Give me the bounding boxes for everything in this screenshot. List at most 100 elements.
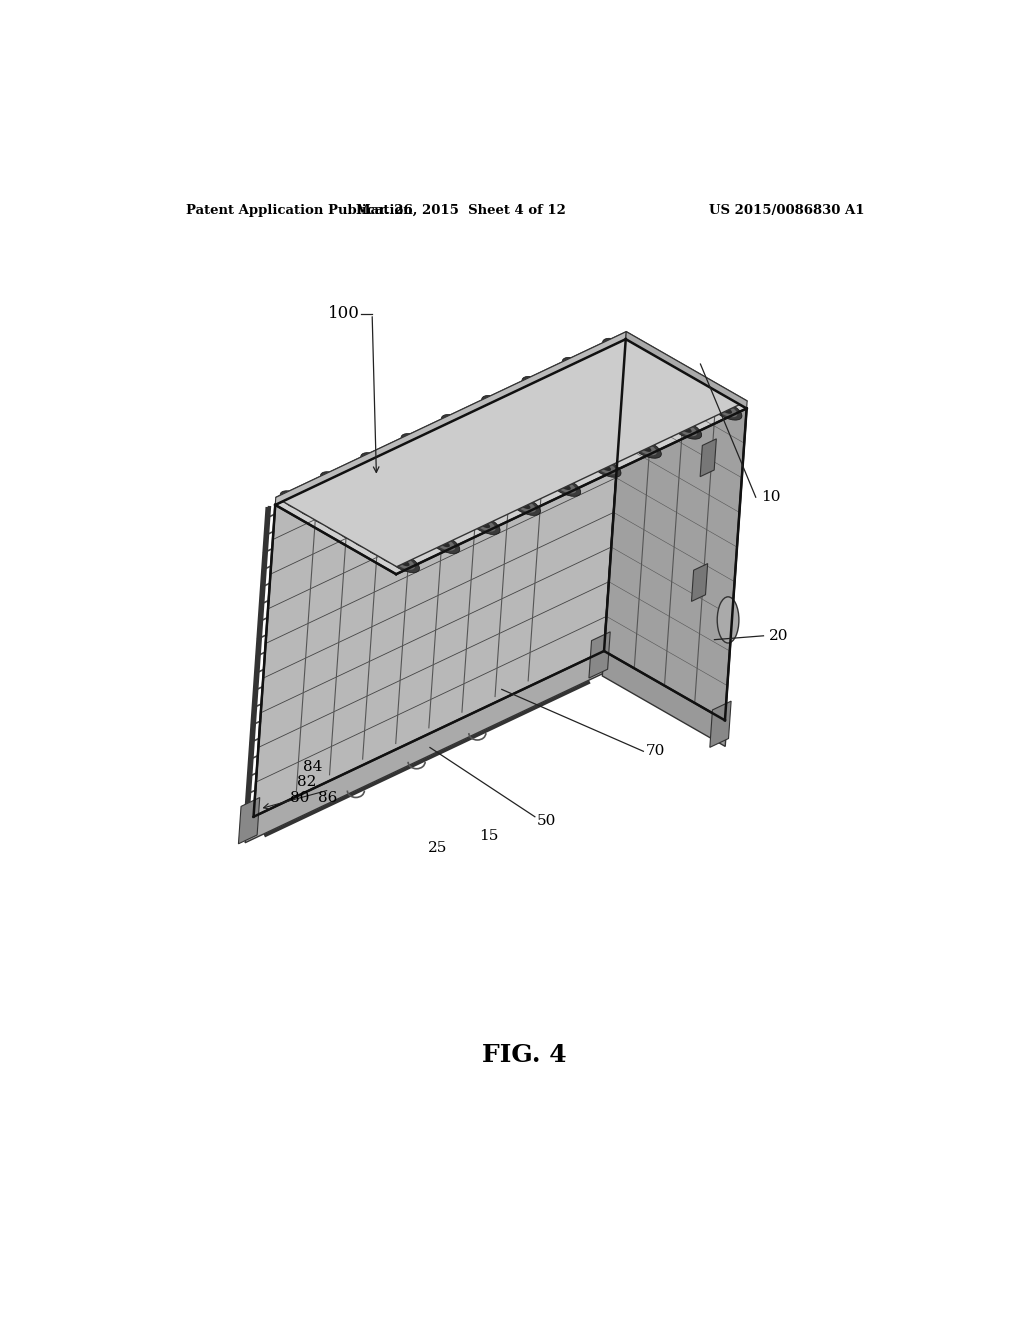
Text: US 2015/0086830 A1: US 2015/0086830 A1 — [709, 205, 864, 218]
Ellipse shape — [590, 374, 621, 392]
Ellipse shape — [321, 471, 351, 491]
Ellipse shape — [438, 498, 450, 504]
Text: 50: 50 — [537, 813, 556, 828]
Ellipse shape — [371, 502, 382, 508]
Ellipse shape — [573, 449, 584, 455]
Ellipse shape — [541, 473, 562, 486]
Ellipse shape — [339, 482, 360, 496]
Ellipse shape — [590, 416, 621, 434]
Ellipse shape — [335, 521, 366, 541]
Ellipse shape — [479, 521, 490, 528]
Ellipse shape — [653, 411, 665, 417]
Ellipse shape — [415, 484, 445, 503]
Ellipse shape — [347, 487, 378, 507]
Ellipse shape — [622, 434, 643, 447]
Ellipse shape — [595, 418, 616, 432]
Polygon shape — [239, 797, 260, 843]
Ellipse shape — [416, 527, 446, 545]
Ellipse shape — [721, 407, 732, 413]
Ellipse shape — [465, 429, 475, 436]
Ellipse shape — [304, 504, 314, 512]
Ellipse shape — [393, 513, 415, 527]
Ellipse shape — [425, 447, 435, 454]
Ellipse shape — [602, 338, 633, 358]
Ellipse shape — [608, 426, 630, 440]
Ellipse shape — [469, 430, 499, 450]
Ellipse shape — [412, 525, 423, 532]
Ellipse shape — [523, 461, 554, 480]
Ellipse shape — [470, 515, 500, 535]
Ellipse shape — [559, 441, 570, 447]
Ellipse shape — [716, 404, 737, 417]
Ellipse shape — [587, 414, 597, 421]
Ellipse shape — [366, 498, 387, 512]
Ellipse shape — [668, 418, 678, 425]
Ellipse shape — [563, 442, 594, 462]
Ellipse shape — [681, 384, 691, 391]
Polygon shape — [602, 651, 727, 746]
Polygon shape — [352, 381, 686, 540]
Ellipse shape — [479, 479, 489, 486]
Ellipse shape — [563, 400, 593, 420]
Ellipse shape — [641, 445, 651, 451]
Ellipse shape — [465, 471, 476, 478]
Ellipse shape — [635, 399, 656, 413]
Ellipse shape — [617, 430, 648, 450]
Ellipse shape — [532, 467, 544, 474]
Ellipse shape — [401, 433, 431, 453]
Ellipse shape — [428, 449, 459, 469]
Ellipse shape — [453, 506, 463, 512]
Ellipse shape — [616, 388, 647, 408]
Polygon shape — [589, 632, 610, 678]
Ellipse shape — [671, 378, 701, 397]
Ellipse shape — [348, 529, 379, 549]
Ellipse shape — [425, 490, 436, 496]
Ellipse shape — [526, 379, 548, 393]
Ellipse shape — [514, 457, 536, 470]
Ellipse shape — [385, 552, 396, 558]
Ellipse shape — [298, 502, 319, 515]
Ellipse shape — [433, 495, 455, 508]
Ellipse shape — [532, 425, 543, 432]
Ellipse shape — [671, 420, 701, 440]
Ellipse shape — [657, 370, 687, 389]
Polygon shape — [626, 331, 748, 408]
Ellipse shape — [339, 525, 360, 539]
Ellipse shape — [433, 451, 455, 466]
Ellipse shape — [388, 469, 419, 487]
Ellipse shape — [572, 407, 584, 413]
Ellipse shape — [334, 479, 365, 499]
Ellipse shape — [712, 401, 742, 420]
Ellipse shape — [684, 385, 715, 404]
Ellipse shape — [522, 418, 553, 438]
Text: 10: 10 — [762, 490, 781, 504]
Ellipse shape — [506, 451, 516, 459]
Ellipse shape — [541, 429, 562, 444]
Ellipse shape — [562, 358, 593, 376]
Ellipse shape — [372, 544, 382, 550]
Ellipse shape — [367, 540, 388, 554]
Ellipse shape — [406, 437, 427, 450]
Ellipse shape — [627, 437, 638, 444]
Ellipse shape — [412, 482, 422, 490]
Ellipse shape — [493, 445, 503, 451]
Ellipse shape — [510, 496, 541, 515]
Ellipse shape — [452, 421, 462, 428]
Ellipse shape — [361, 537, 392, 557]
Ellipse shape — [352, 533, 374, 546]
Ellipse shape — [577, 450, 607, 470]
Ellipse shape — [519, 459, 530, 467]
Ellipse shape — [438, 455, 449, 462]
Ellipse shape — [644, 404, 675, 424]
Ellipse shape — [594, 376, 615, 389]
Ellipse shape — [361, 495, 392, 515]
Ellipse shape — [388, 511, 419, 531]
Ellipse shape — [434, 537, 456, 550]
Ellipse shape — [581, 368, 602, 381]
Ellipse shape — [702, 396, 724, 409]
Ellipse shape — [520, 503, 530, 510]
Ellipse shape — [581, 411, 602, 424]
Text: 80: 80 — [291, 791, 309, 804]
Ellipse shape — [694, 391, 705, 399]
Ellipse shape — [567, 403, 589, 416]
